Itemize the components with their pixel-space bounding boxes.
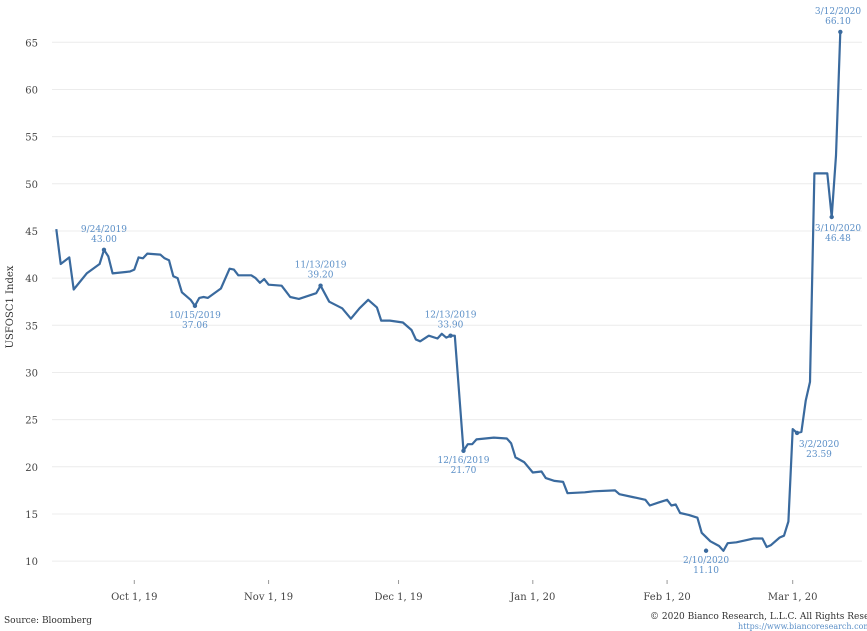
x-tick-label: Nov 1, 19 (244, 592, 293, 603)
annotations: 9/24/201943.0010/15/201937.0611/13/20193… (81, 7, 861, 576)
annotation-date: 3/2/2020 (799, 440, 840, 450)
annotation-value: 43.00 (91, 235, 117, 245)
source-note: Source: Bloomberg (4, 616, 92, 626)
y-tick-label: 55 (25, 133, 38, 144)
annotation-marker (703, 548, 709, 553)
y-tick-label: 50 (25, 180, 38, 191)
annotation-value: 11.10 (693, 566, 719, 576)
gridlines (52, 41, 862, 562)
y-tick-label: 45 (25, 227, 38, 238)
y-tick-label: 30 (25, 368, 38, 379)
annotation-date: 11/13/2019 (295, 261, 347, 271)
y-tick-label: 65 (25, 38, 38, 49)
line-chart: 10 15 20 25 30 35 40 45 50 55 60 65 Oct 1, 19 Nov 1,… (5, 7, 862, 603)
annotation-value: 39.20 (308, 271, 334, 281)
annotation-marker (794, 430, 800, 436)
website-link[interactable]: https://www.biancoresearch.com (738, 622, 867, 631)
annotation-value: 66.10 (825, 17, 851, 27)
y-axis-title: USFOSC1 Index (5, 265, 16, 348)
copyright-note: © 2020 Bianco Research, L.L.C. All Right… (650, 612, 867, 622)
annotation-marker (838, 29, 843, 35)
annotation-marker (829, 214, 834, 220)
annotation-date: 3/12/2020 (815, 7, 861, 17)
x-tick-label: Mar 1, 20 (768, 592, 818, 603)
annotation-marker (101, 247, 107, 253)
annotation-marker (461, 448, 466, 453)
annotation-value: 21.70 (451, 466, 477, 476)
x-axis: Oct 1, 19 Nov 1, 19 Dec 1, 19 Jan 1, 20 Feb … (111, 580, 817, 603)
annotation-value: 37.06 (182, 321, 208, 331)
annotation-date: 12/16/2019 (438, 456, 490, 466)
y-tick-label: 10 (25, 557, 38, 568)
y-tick-label: 35 (25, 321, 38, 332)
y-tick-label: 40 (25, 274, 38, 285)
annotation-marker (448, 333, 453, 338)
x-tick-label: Feb 1, 20 (643, 592, 690, 603)
y-tick-label: 60 (25, 85, 38, 96)
y-tick-label: 20 (25, 463, 38, 474)
annotation-date: 10/15/2019 (169, 311, 221, 321)
annotation-value: 23.59 (806, 450, 832, 460)
annotation-value: 46.48 (825, 234, 851, 244)
x-tick-label: Jan 1, 20 (509, 592, 555, 603)
series (55, 31, 842, 552)
x-tick-label: Dec 1, 19 (374, 592, 422, 603)
annotation-date: 3/10/2020 (815, 224, 861, 234)
y-tick-label: 25 (25, 416, 38, 427)
y-tick-label: 15 (25, 510, 38, 521)
annotation-date: 12/13/2019 (425, 311, 477, 321)
annotation-marker (318, 283, 323, 288)
annotation-value: 33.90 (438, 321, 464, 331)
y-axis: 10 15 20 25 30 35 40 45 50 55 60 65 (25, 38, 38, 568)
annotation-marker (192, 303, 198, 309)
x-tick-label: Oct 1, 19 (111, 592, 157, 603)
annotation-date: 9/24/2019 (81, 225, 127, 235)
series-line (55, 31, 842, 552)
annotation-date: 2/10/2020 (683, 556, 729, 566)
